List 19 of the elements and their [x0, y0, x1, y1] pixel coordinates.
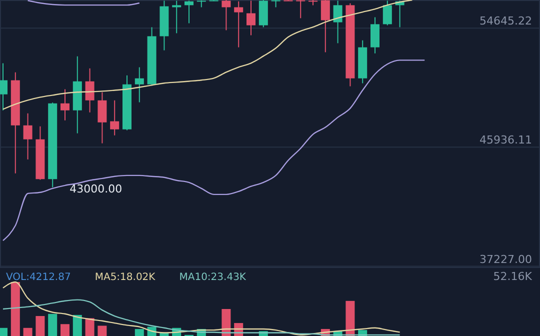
text: 52.16K: [493, 270, 533, 283]
bar: [72, 314, 82, 336]
y-tick-label: 54645.22: [480, 14, 532, 28]
bar: [222, 309, 231, 336]
annotation: VOL:4212.87: [6, 272, 71, 283]
text: MA5:18.02K: [94, 272, 156, 283]
y-tick-label: 37227.00: [480, 252, 532, 266]
text: MA10:23.43K: [179, 272, 246, 283]
bar: [60, 324, 70, 336]
bar: [346, 300, 355, 336]
y-tick-label: 45936.11: [480, 134, 532, 147]
bar: [23, 328, 32, 336]
annotation: 43000.00: [70, 182, 122, 196]
bar: [10, 282, 20, 336]
bar: [85, 318, 94, 336]
bar: [36, 316, 45, 336]
bar: [134, 328, 144, 336]
bar: [98, 326, 107, 336]
bar: [48, 314, 58, 336]
